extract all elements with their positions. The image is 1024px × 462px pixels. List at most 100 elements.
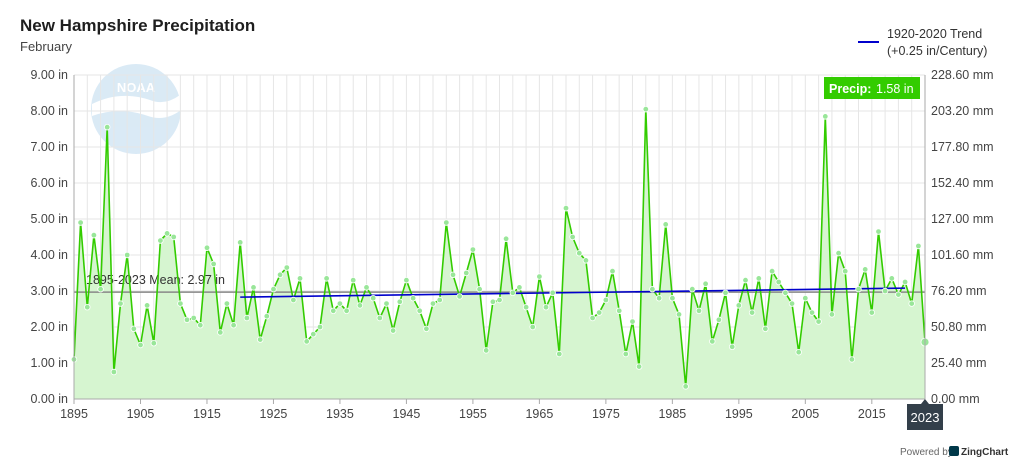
tooltip-background — [824, 77, 920, 99]
data-point — [77, 219, 84, 226]
data-point — [290, 296, 297, 304]
data-point — [542, 304, 550, 311]
data-point — [103, 123, 111, 131]
data-point — [549, 289, 556, 296]
legend-trend-line1: 1920-2020 Trend — [887, 27, 982, 41]
data-point — [197, 322, 204, 329]
data-point — [143, 302, 151, 309]
data-point — [822, 113, 829, 120]
data-point — [569, 233, 576, 241]
data-point — [469, 246, 477, 253]
data-point — [682, 383, 689, 390]
data-point — [283, 264, 290, 271]
data-point — [363, 284, 370, 291]
data-point — [808, 309, 816, 316]
y-tick-label-left: 4.00 in — [30, 248, 68, 262]
data-point — [788, 300, 796, 307]
data-point — [190, 314, 197, 322]
mean-label: 1895-2023 Mean: 2.97 in — [86, 273, 225, 287]
data-point — [722, 289, 729, 296]
y-tick-label-right: 177.80 mm — [931, 140, 994, 154]
y-tick-label-left: 1.00 in — [30, 356, 68, 370]
area-fill — [74, 109, 925, 399]
data-point — [855, 286, 862, 293]
data-point — [150, 340, 157, 347]
data-point — [881, 287, 889, 295]
data-point — [137, 341, 144, 349]
data-point — [835, 249, 842, 257]
y-tick-label-right: 127.00 mm — [931, 212, 994, 226]
data-point — [250, 284, 257, 291]
data-point — [802, 295, 809, 302]
data-point — [596, 309, 603, 316]
data-point — [496, 296, 503, 304]
data-point — [296, 275, 304, 282]
y-tick-label-right: 203.20 mm — [931, 104, 994, 118]
data-point — [330, 307, 337, 314]
data-point — [163, 230, 171, 237]
data-point — [529, 323, 536, 331]
data-point — [616, 307, 623, 314]
data-point — [895, 291, 902, 298]
data-point — [403, 277, 410, 284]
x-tick-label: 1995 — [725, 407, 753, 421]
x-tick-label: 1985 — [658, 407, 686, 421]
data-point — [483, 347, 490, 354]
data-point — [729, 343, 736, 350]
zingchart-icon[interactable] — [949, 446, 959, 456]
data-point — [236, 239, 244, 246]
data-point — [888, 275, 895, 282]
credit-brand[interactable]: ZingChart — [961, 447, 1009, 458]
data-point — [263, 313, 270, 320]
y-tick-label-right: 152.40 mm — [931, 176, 994, 190]
y-tick-label-right: 76.20 mm — [931, 284, 987, 298]
data-point — [170, 233, 177, 241]
data-point — [828, 311, 836, 318]
data-point — [203, 244, 211, 251]
trend-line — [240, 287, 906, 298]
data-point — [842, 268, 849, 275]
y-tick-label-left: 3.00 in — [30, 284, 68, 298]
data-point — [350, 277, 357, 284]
data-point — [582, 257, 590, 264]
data-point — [562, 204, 570, 212]
data-point — [669, 295, 676, 302]
data-point — [775, 278, 782, 286]
data-point — [443, 219, 450, 226]
data-point — [782, 289, 789, 296]
y-tick-label-right: 228.60 mm — [931, 68, 994, 82]
data-point — [862, 266, 869, 273]
data-point — [502, 235, 510, 242]
data-point — [270, 286, 277, 293]
data-point — [183, 316, 191, 323]
y-tick-label-left: 7.00 in — [30, 140, 68, 154]
data-point — [303, 338, 310, 345]
data-point — [576, 249, 583, 257]
data-point — [356, 302, 364, 309]
data-point — [901, 278, 909, 286]
x-tick-label: 1915 — [193, 407, 221, 421]
data-point — [97, 286, 104, 293]
data-point — [316, 323, 324, 331]
x-tick-label: 2005 — [791, 407, 819, 421]
chart-title: New Hampshire Precipitation — [20, 16, 255, 35]
data-point — [689, 286, 696, 293]
data-point — [536, 273, 543, 280]
data-point — [609, 268, 616, 275]
data-point — [130, 325, 137, 332]
data-point — [396, 298, 403, 305]
data-point — [695, 307, 703, 314]
y-tick-label-right: 0.00 mm — [931, 392, 980, 406]
crosshair-label-text: 2023 — [911, 410, 940, 425]
data-point — [908, 300, 915, 307]
data-point — [257, 336, 264, 343]
x-tick-label: 1895 — [60, 407, 88, 421]
data-point — [768, 268, 776, 275]
y-tick-label-right: 25.40 mm — [931, 356, 987, 370]
data-point — [675, 311, 683, 318]
data-point — [602, 296, 610, 304]
chart-subtitle: February — [20, 39, 73, 54]
y-tick-label-left: 9.00 in — [30, 68, 68, 82]
data-point — [635, 363, 643, 370]
data-point — [157, 237, 164, 244]
